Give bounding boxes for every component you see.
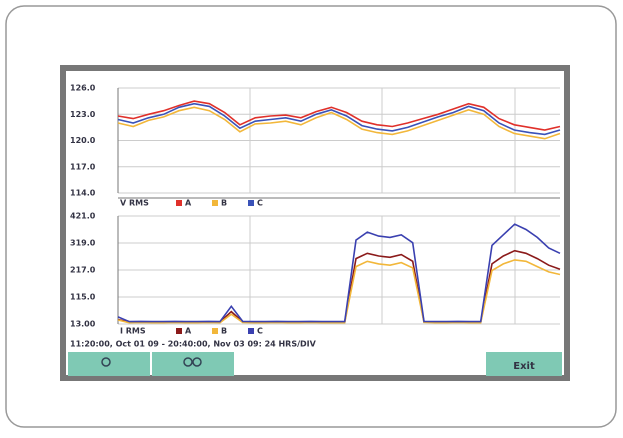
y-tick-label: 13.00: [70, 320, 96, 329]
zoom-in-icon: [101, 357, 111, 367]
y-tick-label: 217.0: [70, 266, 96, 275]
y-tick-label: 126.0: [70, 84, 96, 93]
legend-swatch: [212, 200, 218, 206]
legend-label: C: [257, 199, 263, 208]
series-line: [117, 100, 561, 131]
legend-swatch: [176, 200, 182, 206]
legend-swatch: [176, 328, 182, 334]
legend-title: I RMS: [120, 327, 146, 336]
y-tick-label: 120.0: [70, 136, 96, 145]
exit-label[interactable]: Exit: [513, 361, 535, 372]
y-tick-label: 115.0: [70, 293, 96, 302]
legend-label: A: [185, 199, 192, 208]
exit-button[interactable]: [486, 352, 562, 376]
legend-swatch: [212, 328, 218, 334]
legend-swatch: [248, 328, 254, 334]
y-tick-label: 114.0: [70, 189, 96, 198]
y-tick-label: 117.0: [70, 162, 96, 171]
legend-label: C: [257, 327, 263, 336]
y-tick-label: 421.0: [70, 212, 96, 221]
series-line: [117, 106, 561, 140]
legend-label: B: [221, 327, 227, 336]
zoom-out-icon: [183, 357, 193, 367]
y-tick-label: 123.0: [70, 110, 96, 119]
legend-label: B: [221, 199, 227, 208]
series-line: [117, 259, 561, 324]
display: [60, 65, 570, 381]
legend-swatch: [248, 200, 254, 206]
y-tick-label: 319.0: [70, 239, 96, 248]
series-line: [117, 223, 561, 323]
legend-title: V RMS: [120, 199, 149, 208]
time-range: 11:20:00, Oct 01 09 - 20:40:00, Nov 03 0…: [70, 340, 317, 349]
legend-label: A: [185, 327, 192, 336]
zoom-out-icon: [192, 357, 202, 367]
series-line: [117, 102, 561, 136]
